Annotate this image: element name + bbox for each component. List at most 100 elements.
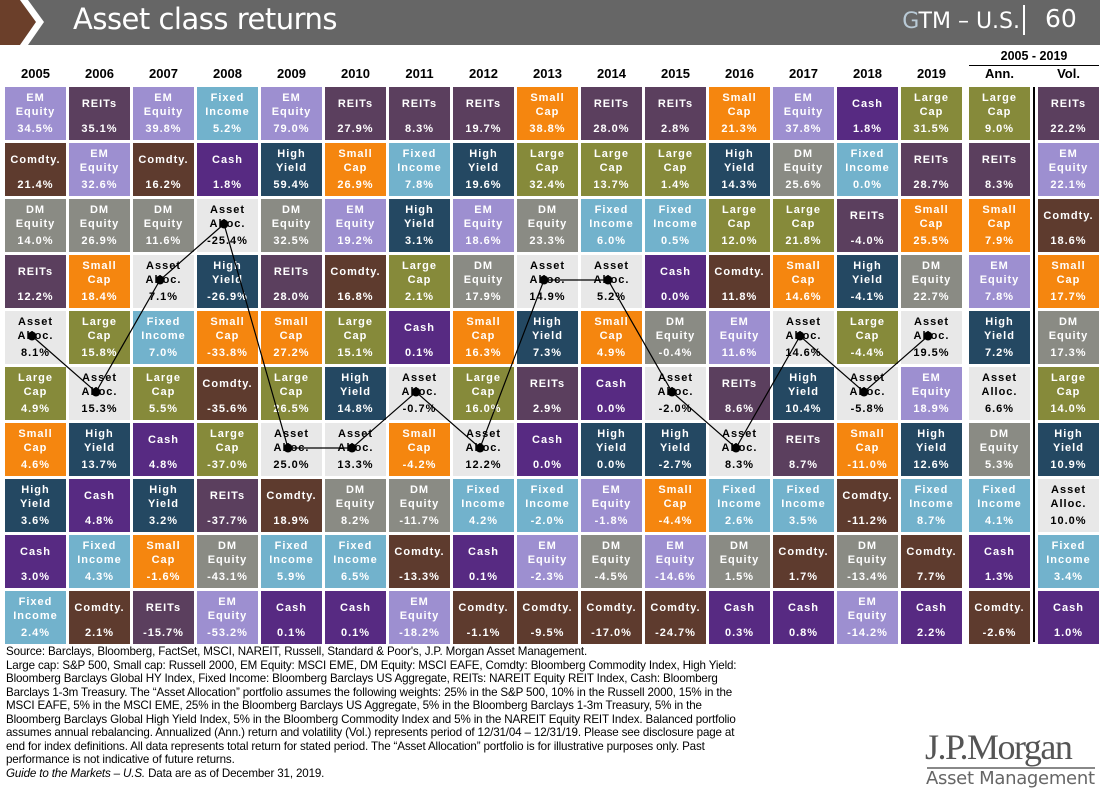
return-value: 17.9% — [465, 291, 502, 303]
asset-label: REITs — [145, 602, 182, 614]
footnote-line: Barclays 1-3m Treasury. The “Asset Alloc… — [6, 685, 733, 699]
asset-label: DM Equity — [591, 540, 632, 566]
cell-small: Small Cap 4.6% — [5, 423, 66, 476]
return-value: 3.0% — [20, 571, 51, 583]
return-value: 31.5% — [913, 123, 950, 135]
return-value: 4.8% — [84, 515, 115, 527]
return-value: 5.5% — [148, 403, 179, 415]
asset-label: Large Cap — [82, 316, 117, 342]
asset-label: EM Equity — [15, 92, 56, 118]
asset-label: Cash — [852, 98, 883, 110]
return-value: 1.5% — [724, 571, 755, 583]
asset-label: Small Cap — [982, 204, 1017, 230]
column-header: 2010 — [341, 66, 370, 81]
return-value: 23.3% — [529, 235, 566, 247]
return-value: 25.0% — [273, 459, 310, 471]
cell-dm: DM Equity 5.3% — [969, 423, 1030, 476]
asset-label: EM Equity — [143, 92, 184, 118]
cell-aa: Asset Alloc. 19.5% — [901, 311, 962, 364]
return-value: 3.1% — [404, 235, 435, 247]
return-value: -53.2% — [207, 627, 248, 639]
asset-label: DM Equity — [527, 204, 568, 230]
asset-label: Comdty. — [974, 602, 1025, 614]
asset-label: Large Cap — [982, 92, 1017, 118]
return-value: -25.4% — [207, 235, 248, 247]
asset-label: Comdty. — [202, 378, 253, 390]
asset-label: Large Cap — [658, 148, 693, 174]
cell-small: Small Cap 7.9% — [969, 199, 1030, 252]
cell-large: Large Cap 32.4% — [517, 143, 578, 196]
return-value: 5.2% — [596, 291, 627, 303]
asset-label: Fixed Income — [461, 484, 506, 510]
column-header: 2005 — [21, 66, 50, 81]
return-value: 16.2% — [145, 179, 182, 191]
cell-comdty: Comdty. -17.0% — [581, 591, 642, 644]
asset-label: High Yield — [340, 372, 371, 398]
return-value: 14.3% — [721, 179, 758, 191]
cell-reits: REITs 28.7% — [901, 143, 962, 196]
asset-label: EM Equity — [271, 92, 312, 118]
cell-hy: High Yield -2.7% — [645, 423, 706, 476]
cell-large: Large Cap -37.0% — [197, 423, 258, 476]
asset-label: Cash — [788, 602, 819, 614]
return-value: -9.5% — [530, 627, 565, 639]
return-value: 16.0% — [465, 403, 502, 415]
asset-label: EM Equity — [527, 540, 568, 566]
cell-comdty: Comdty. 2.1% — [69, 591, 130, 644]
return-value: 16.8% — [337, 291, 374, 303]
footnote-line: Source: Barclays, Bloomberg, FactSet, MS… — [6, 645, 588, 658]
return-value: 17.3% — [1050, 347, 1087, 359]
cell-comdty: Comdty. 16.8% — [325, 255, 386, 308]
cell-reits: REITs 12.2% — [5, 255, 66, 308]
asset-label: Fixed Income — [525, 484, 570, 510]
asset-label: Cash — [660, 266, 691, 278]
asset-label: DM Equity — [911, 260, 952, 286]
cell-small: Small Cap 4.9% — [581, 311, 642, 364]
asset-label: Comdty. — [906, 546, 957, 558]
asset-label: Fixed Income — [397, 148, 442, 174]
return-value: 12.0% — [721, 235, 758, 247]
column-header: Vol. — [1057, 66, 1080, 81]
cell-aa: Asset Alloc. 12.2% — [453, 423, 514, 476]
cell-small: Small Cap -1.6% — [133, 535, 194, 588]
return-value: 10.0% — [1050, 515, 1087, 527]
return-value: 0.0% — [660, 291, 691, 303]
asset-label: EM Equity — [1048, 148, 1089, 174]
asset-label: High Yield — [852, 260, 883, 286]
asset-label: Cash — [276, 602, 307, 614]
asset-label: Fixed Income — [653, 204, 698, 230]
cell-comdty: Comdty. 11.8% — [709, 255, 770, 308]
cell-em: EM Equity 18.6% — [453, 199, 514, 252]
cell-hy: High Yield 13.7% — [69, 423, 130, 476]
asset-label: REITs — [785, 434, 822, 446]
asset-label: Fixed Income — [845, 148, 890, 174]
cell-aa: Asset Alloc. 15.3% — [69, 367, 130, 420]
cell-large: Large Cap 1.4% — [645, 143, 706, 196]
return-value: 26.9% — [81, 235, 118, 247]
asset-label: High Yield — [596, 428, 627, 454]
asset-label: Cash — [468, 546, 499, 558]
cell-dm: DM Equity 14.0% — [5, 199, 66, 252]
asset-label: Comdty. — [650, 602, 701, 614]
return-value: 0.1% — [340, 627, 371, 639]
return-value: -4.5% — [594, 571, 629, 583]
return-value: 13.7% — [81, 459, 118, 471]
asset-label: REITs — [81, 98, 118, 110]
asset-label: Fixed Income — [13, 596, 58, 622]
asset-label: Small Cap — [338, 148, 373, 174]
asset-label: EM Equity — [591, 484, 632, 510]
return-value: 1.0% — [1053, 627, 1084, 639]
return-value: 15.8% — [81, 347, 118, 359]
return-value: -2.0% — [530, 515, 565, 527]
cell-fi: Fixed Income 3.5% — [773, 479, 834, 532]
cell-small: Small Cap 26.9% — [325, 143, 386, 196]
return-value: 39.8% — [145, 123, 182, 135]
return-value: 27.9% — [337, 123, 374, 135]
cell-hy: High Yield 10.9% — [1038, 423, 1099, 476]
asset-label: High Yield — [212, 260, 243, 286]
asset-label: REITs — [849, 210, 886, 222]
asset-label: Comdty. — [10, 154, 61, 166]
asset-label: Large Cap — [1051, 372, 1086, 398]
asset-label: Large Cap — [530, 148, 565, 174]
return-value: 32.6% — [81, 179, 118, 191]
